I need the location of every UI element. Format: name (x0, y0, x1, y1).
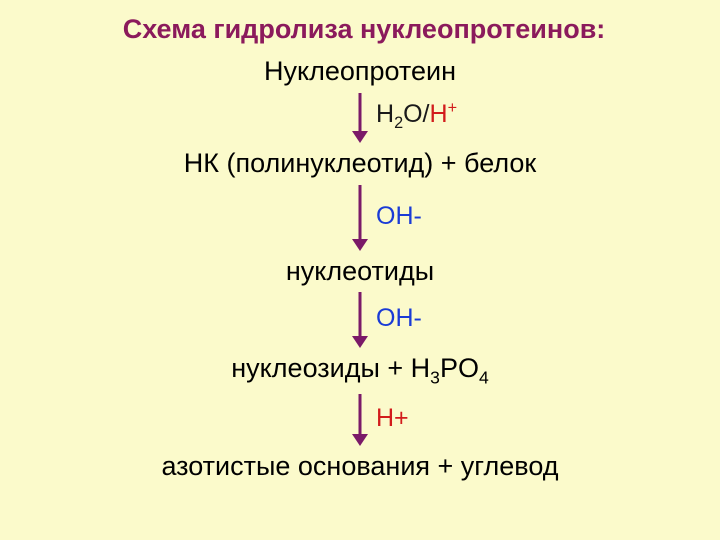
arrow-down-icon (348, 91, 372, 145)
step-3-sub1: 3 (430, 368, 440, 388)
diagram-container: Схема гидролиза нуклеопротеинов: Нуклеоп… (0, 0, 720, 540)
arrow-down-icon (348, 392, 372, 448)
step-0: Нуклеопротеин (264, 55, 456, 89)
arrow-row-0: Н2О/Н+ (260, 89, 460, 147)
step-3-mid: PO (440, 353, 479, 383)
step-1: НК (полинуклеотид) + белок (184, 147, 536, 181)
diagram-title: Схема гидролиза нуклеопротеинов: (123, 14, 606, 45)
step-3-pre: нуклеозиды + H (231, 353, 430, 383)
arrow-label-1: ОН- (376, 201, 422, 230)
step-2: нуклеотиды (286, 255, 434, 289)
step-3: нуклеозиды + H3PO4 (231, 352, 488, 389)
arrow-label-3: Н+ (376, 403, 409, 432)
arrow-row-2: ОН- (260, 288, 460, 352)
step-4: азотистые основания + углевод (161, 450, 558, 484)
arrow-down-icon (348, 183, 372, 253)
arrow-down-icon (348, 290, 372, 350)
arrow-label-2: ОН- (376, 304, 422, 333)
step-3-sub2: 4 (479, 368, 489, 388)
arrow-row-3: Н+ (260, 390, 460, 450)
arrow-row-1: ОН- (260, 181, 460, 255)
arrow-label-0: Н2О/Н+ (376, 99, 457, 133)
